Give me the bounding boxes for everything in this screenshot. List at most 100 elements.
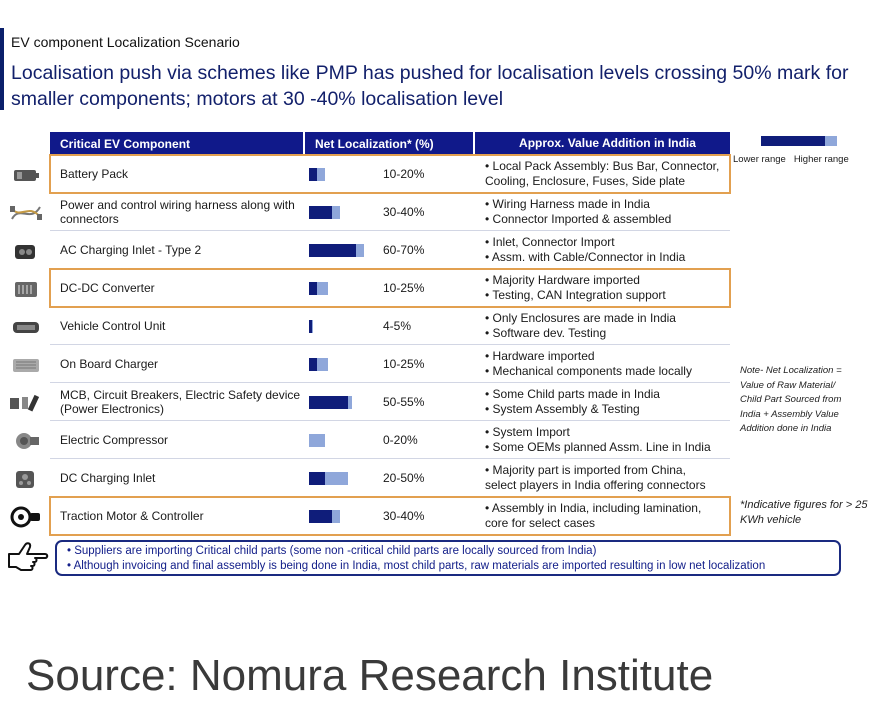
value-addition-line: • System Import [485,425,570,439]
component-name: Battery Pack [60,166,129,181]
value-addition-line: • Mechanical components made locally [485,363,692,378]
footnote-1: • Suppliers are importing Critical child… [67,545,597,557]
source-credit: Source: Nomura Research Institute [26,651,714,700]
value-addition-cell: • Majority Hardware imported • Testing, C… [475,269,730,306]
bar-higher-range [316,282,329,295]
bar-higher-range [316,168,325,181]
localization-range-label: 0-20% [383,433,418,447]
value-addition-line: • Some OEMs planned Assm. Line in India [485,439,711,454]
bar-lower-range [309,472,325,485]
localization-cell: 0-20% [305,421,475,458]
bar-higher-range [316,358,329,371]
bar-lower-range [309,510,333,523]
on-board-charger-icon [4,346,48,384]
header-component: Critical EV Component [50,132,305,155]
vehicle-control-unit-icon [4,308,48,346]
footnote-2: • Although invoicing and final assembly … [67,560,766,572]
value-addition-line: Cooling, Enclosure, Fuses, Side plate [485,173,686,188]
circuit-breaker-icon [4,384,48,422]
value-addition-cell: • Local Pack Assembly: Bus Bar, Connecto… [475,155,730,192]
subtitle: EV component Localization Scenario [11,34,240,50]
localization-range-label: 10-20% [383,167,425,181]
bar-higher-range [332,510,341,523]
value-addition-line: • Connector Imported & assembled [485,211,672,226]
value-addition-cell: • Hardware imported • Mechanical componen… [475,345,730,382]
legend-higher-swatch [825,136,837,146]
table-row: Vehicle Control Unit 4-5% • Only Enclosure… [50,307,730,345]
bar-higher-range [309,434,325,447]
legend-lower-swatch [761,136,825,146]
value-addition-line: • Testing, CAN Integration support [485,287,666,302]
localization-note: Note- Net Localization = Value of Raw Ma… [740,365,842,434]
localization-range-label: 10-25% [383,281,425,295]
value-addition-line: • Local Pack Assembly: Bus Bar, Connecto… [485,159,720,173]
chart-legend: Lower range Higher range [733,136,863,165]
bar-higher-range [324,472,348,485]
component-name: DC Charging Inlet [60,470,156,485]
bar-lower-range [309,320,313,333]
value-addition-line: • Only Enclosures are made in India [485,311,676,325]
pointing-hand-icon [6,540,50,585]
bar-higher-range [312,320,313,333]
value-addition-line: • Wiring Harness made in India [485,197,650,211]
footnote-box: • Suppliers are importing Critical child… [55,540,841,576]
component-name: DC-DC Converter [60,280,155,295]
bar-higher-range [348,396,352,409]
value-addition-cell: • Wiring Harness made in India • Connecto… [475,193,730,230]
indicative-note: *Indicative figures for > 25 KWh vehicle [740,499,868,526]
localization-cell: 4-5% [305,307,475,344]
value-addition-line: core for select cases [485,515,596,530]
bar-higher-range [355,244,364,257]
value-addition-line: • System Assembly & Testing [485,401,640,416]
component-icons [4,156,48,536]
legend-higher-label: Higher range [793,154,849,165]
dc-charging-inlet-icon [4,460,48,498]
value-addition-cell: • Assembly in India, including laminatio… [475,497,730,534]
localization-range-label: 60-70% [383,243,425,257]
bar-higher-range [332,206,341,219]
component-name: MCB, Circuit Breakers, Electric Safety d… [60,387,301,416]
bar-lower-range [309,244,356,257]
bar-lower-range [309,168,317,181]
battery-pack-icon [4,156,48,194]
value-addition-cell: • Some Child parts made in India • System… [475,383,730,420]
bar-lower-range [309,358,317,371]
table-row: Power and control wiring harness along w… [50,193,730,231]
traction-motor-icon [4,498,48,536]
localization-range-label: 30-40% [383,205,425,219]
table-header: Critical EV Component Net Localization* … [50,132,730,155]
value-addition-line: • Majority part is imported from China, [485,463,686,477]
wiring-harness-icon [4,194,48,232]
component-name: Vehicle Control Unit [60,318,166,333]
table-row: On Board Charger 10-25% • Hardware importe… [50,345,730,383]
value-addition-line: • Software dev. Testing [485,325,607,340]
localization-table: Critical EV Component Net Localization* … [49,132,731,536]
component-name: On Board Charger [60,356,159,371]
localization-cell: 10-20% [305,155,475,192]
component-name: Traction Motor & Controller [60,508,204,523]
header-net-localization: Net Localization* (%) [305,132,475,155]
value-addition-line: • Assembly in India, including laminatio… [485,501,702,515]
localization-range-label: 20-50% [383,471,425,485]
localization-cell: 50-55% [305,383,475,420]
localization-range-label: 4-5% [383,319,412,333]
localization-cell: 30-40% [305,497,475,534]
value-addition-cell: • Majority part is imported from China, s… [475,459,730,496]
component-name: AC Charging Inlet - Type 2 [60,242,202,257]
value-addition-cell: • System Import • Some OEMs planned Assm.… [475,421,730,458]
bar-lower-range [309,282,317,295]
ac-charging-inlet-icon [4,232,48,270]
table-row: Battery Pack 10-20% • Local Pack Assembly:… [49,154,731,194]
localization-range-label: 30-40% [383,509,425,523]
table-row: DC Charging Inlet 20-50% • Majority part i… [50,459,730,497]
localization-range-label: 10-25% [383,357,425,371]
value-addition-cell: • Inlet, Connector Import • Assm. with Ca… [475,231,730,268]
localization-cell: 60-70% [305,231,475,268]
table-row: Electric Compressor 0-20% • System Import •… [50,421,730,459]
value-addition-line: select players in India offering connect… [485,477,706,492]
value-addition-line: • Some Child parts made in India [485,387,660,401]
localization-cell: 10-25% [305,345,475,382]
electric-compressor-icon [4,422,48,460]
table-row: DC-DC Converter 10-25% • Majority Hardware… [49,268,731,308]
table-row: Traction Motor & Controller 30-40% • Assem… [49,496,731,536]
